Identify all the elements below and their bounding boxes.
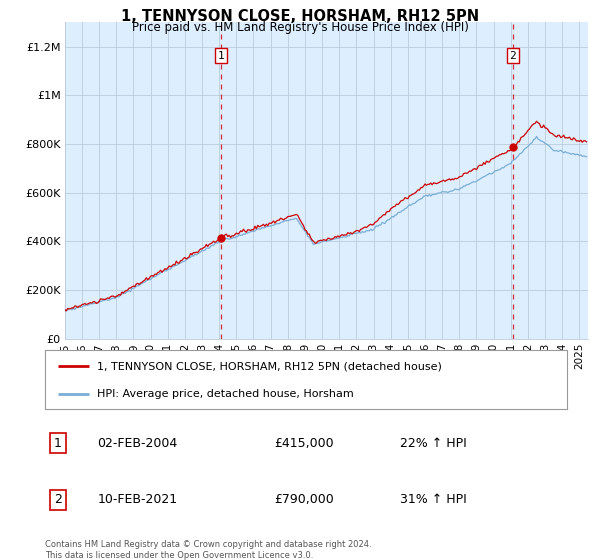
Text: 22% ↑ HPI: 22% ↑ HPI [400,437,467,450]
Text: 1: 1 [54,437,62,450]
Text: HPI: Average price, detached house, Horsham: HPI: Average price, detached house, Hors… [97,389,354,399]
Text: 1, TENNYSON CLOSE, HORSHAM, RH12 5PN: 1, TENNYSON CLOSE, HORSHAM, RH12 5PN [121,9,479,24]
Text: 1: 1 [217,50,224,60]
Text: £790,000: £790,000 [275,493,334,506]
Text: 10-FEB-2021: 10-FEB-2021 [97,493,178,506]
Text: 31% ↑ HPI: 31% ↑ HPI [400,493,467,506]
Text: Contains HM Land Registry data © Crown copyright and database right 2024.
This d: Contains HM Land Registry data © Crown c… [45,540,371,560]
Text: Price paid vs. HM Land Registry's House Price Index (HPI): Price paid vs. HM Land Registry's House … [131,21,469,34]
Text: 1, TENNYSON CLOSE, HORSHAM, RH12 5PN (detached house): 1, TENNYSON CLOSE, HORSHAM, RH12 5PN (de… [97,361,442,371]
Text: 2: 2 [509,50,516,60]
Text: 02-FEB-2004: 02-FEB-2004 [97,437,178,450]
Text: 2: 2 [54,493,62,506]
Text: £415,000: £415,000 [275,437,334,450]
